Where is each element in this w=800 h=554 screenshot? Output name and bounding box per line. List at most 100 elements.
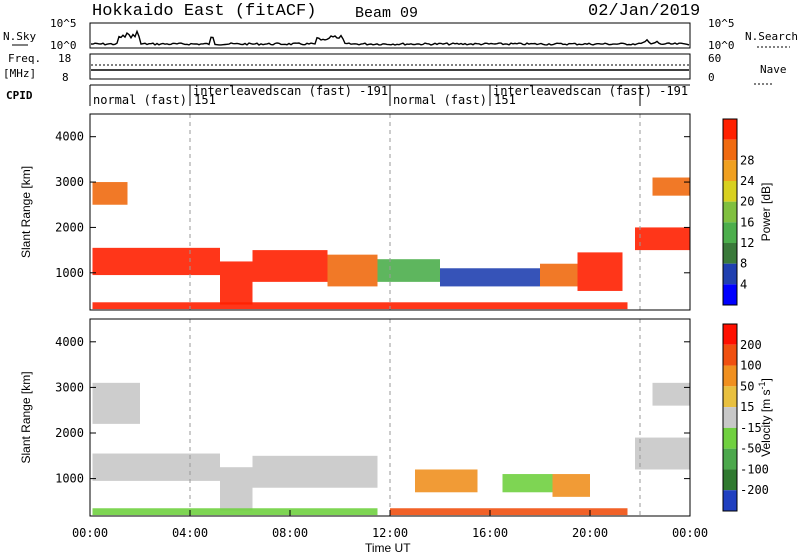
heatmap-region [635,227,690,251]
colorbar-swatch [723,181,737,202]
colorbar-swatch [723,139,737,161]
heatmap-region [92,247,220,276]
colorbar-frame [722,118,738,306]
colorbar-swatch [723,407,737,428]
colorbar-swatch [723,448,737,470]
y-tick-label: 2000 [55,220,84,234]
nave-tick-bottom: 0 [708,71,715,84]
heatmap-region [652,177,690,196]
colorbar-label-sup: -1 [757,381,767,389]
date-label: 02/Jan/2019 [588,2,700,21]
freq-tick-bottom: 8 [62,71,69,84]
heatmap-region [92,453,220,481]
colorbar-tick-label: -200 [740,483,769,497]
cpid-segment-label: interleavedscan (fast) -191 [493,84,688,98]
colorbar-label-end: ] [759,378,773,381]
nave-label: Nave [760,63,787,76]
x-axis-label: Time UT [365,541,411,554]
heatmap-region [540,263,578,287]
heatmap-region [220,261,253,305]
heatmap-region [415,469,478,493]
velocity-panel: 1000 2000 3000 4000 Slant Range [km] 200 100 50… [19,318,773,517]
y-tick-label: 3000 [55,380,84,394]
colorbar-swatch [723,344,737,366]
colorbar-swatch [723,386,737,408]
y-tick-label: 1000 [55,472,84,486]
cpid-segment-label: normal (fast) 151 [393,93,516,107]
panel-frame [89,113,691,311]
colorbar-tick-label: 28 [740,153,754,167]
y-tick-label: 4000 [55,130,84,144]
colorbar-tick-label: 200 [740,338,762,352]
y-tick-label: 1000 [55,266,84,280]
colorbar-swatch [723,222,737,243]
nsky-label: N.Sky [3,30,36,43]
nsearch-tick-top: 10^5 [708,17,735,30]
colorbar-tick-label: 50 [740,379,754,393]
heatmap-region [327,254,378,287]
heatmap-region [652,382,690,406]
heatmap-region [440,268,540,287]
heatmap-region [635,437,690,470]
x-tick-label: 00:00 [72,526,108,540]
cpid-label: CPID [6,89,33,102]
colorbar-tick-label: 16 [740,215,754,229]
nsky-panel-frame [89,22,691,49]
y-tick-label: 4000 [55,335,84,349]
nsky-tick-bottom: 10^0 [50,39,77,52]
heatmap-region [92,302,628,310]
x-tick-label: 04:00 [172,526,208,540]
x-axis: 00:00 04:00 08:00 12:00 16:00 20:00 00:00 [72,510,708,540]
x-tick-label: 00:00 [672,526,708,540]
plot-title: Hokkaido East (fitACF) [92,2,316,21]
colorbar-swatch [723,263,737,285]
nave-tick-top: 60 [708,52,721,65]
heatmap-region [390,508,628,516]
y-tick-label: 2000 [55,426,84,440]
nsky-tick-top: 10^5 [50,17,77,30]
freq-unit: [MHz] [3,67,36,80]
colorbar-swatch [723,427,737,449]
heatmap-region [92,508,378,516]
colorbar-swatch [723,201,737,223]
colorbar-label: Power [dB] [759,183,773,242]
freq-tick-top: 18 [58,52,71,65]
colorbar-swatch [723,243,737,264]
x-tick-label: 08:00 [272,526,308,540]
colorbar-tick-label: -100 [740,462,769,476]
freq-panel-frame [89,53,691,80]
colorbar-frame [722,323,738,512]
colorbar-swatch [723,284,737,305]
cpid-segment-label: normal (fast) 151 [93,93,216,107]
colorbar-swatch [723,365,737,387]
x-tick-label: 16:00 [472,526,508,540]
nsky-trace [90,29,690,46]
colorbar-tick-label: 100 [740,359,762,373]
colorbar-tick-label: 20 [740,195,754,209]
y-axis-label: Slant Range [km] [19,371,33,463]
beam-label: Beam 09 [355,5,418,22]
colorbar-tick-label: 8 [740,257,747,271]
colorbar-swatch [723,119,737,140]
colorbar-swatch [723,160,737,181]
x-tick-label: 20:00 [572,526,608,540]
colorbar-swatch [723,490,737,511]
heatmap-region [252,250,328,282]
freq-label: Freq. [8,52,41,65]
colorbar-tick-label: 15 [740,400,754,414]
colorbar-tick-label: -50 [740,442,762,456]
colorbar-tick-label: 24 [740,174,754,188]
heatmap-region [92,182,128,205]
colorbar-swatch [723,469,737,491]
heatmap-region [502,474,553,493]
y-axis-label: Slant Range [km] [19,166,33,258]
nsearch-label: N.Search [745,30,798,43]
colorbar-label: Velocity [m s-1] [757,378,773,457]
colorbar-tick-label: -15 [740,421,762,435]
power-panel: 1000 2000 3000 4000 Slant Range [km] 4 8 12 16 20… [19,113,773,311]
y-tick-label: 3000 [55,175,84,189]
colorbar-tick-label: 4 [740,277,747,291]
colorbar-swatch [723,324,737,345]
nsearch-tick-bottom: 10^0 [708,39,735,52]
